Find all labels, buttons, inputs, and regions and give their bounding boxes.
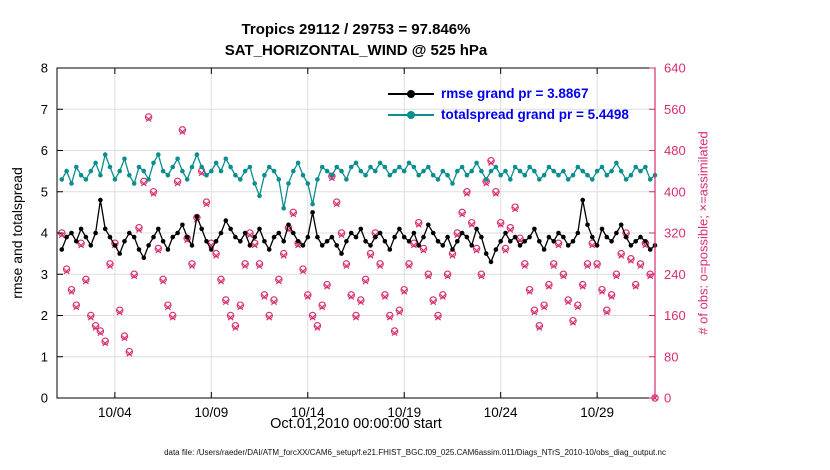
totalspread-markers bbox=[59, 152, 658, 211]
left-y-tick-label: 4 bbox=[41, 226, 48, 241]
x-tick-label: 10/04 bbox=[98, 405, 132, 420]
left-y-tick-label: 1 bbox=[41, 349, 48, 364]
chart-title-line2: SAT_HORIZONTAL_WIND @ 525 hPa bbox=[224, 42, 488, 59]
right-y-tick-label: 400 bbox=[664, 184, 686, 199]
x-tick-label: 10/24 bbox=[484, 405, 518, 420]
obs-count-markers bbox=[58, 113, 659, 402]
legend-label-rmse: rmse grand pr = 3.8867 bbox=[441, 86, 589, 101]
right-y-tick-label: 320 bbox=[664, 226, 686, 241]
x-axis-label: Oct.01,2010 00:00:00 start bbox=[270, 416, 442, 432]
x-tick-label: 10/09 bbox=[194, 405, 228, 420]
right-y-tick-label: 640 bbox=[664, 61, 686, 76]
rmse-line-sample bbox=[388, 87, 434, 101]
right-y-tick-label: 80 bbox=[664, 349, 678, 364]
left-y-tick-label: 2 bbox=[41, 308, 48, 323]
x-tick-label: 10/14 bbox=[291, 405, 325, 420]
rmse-line bbox=[61, 199, 656, 264]
chart-title-line1: Tropics 29112 / 29753 = 97.846% bbox=[241, 21, 471, 38]
legend-entry-totalspread: totalspread grand pr = 5.4498 bbox=[388, 104, 629, 125]
right-y-tick-label: 160 bbox=[664, 308, 686, 323]
totalspread-line bbox=[61, 152, 656, 209]
left-y-tick-label: 5 bbox=[41, 184, 48, 199]
left-y-axis-label: rmse and totalspread bbox=[9, 167, 25, 299]
left-y-tick-label: 8 bbox=[41, 61, 48, 76]
rmse-markers bbox=[59, 197, 658, 265]
right-y-axis-label: # of obs: o=possible; ×=assimilated bbox=[695, 131, 711, 335]
x-tick-label: 10/29 bbox=[580, 405, 614, 420]
left-y-tick-label: 3 bbox=[41, 267, 48, 282]
right-y-tick-label: 560 bbox=[664, 102, 686, 117]
left-y-tick-label: 7 bbox=[41, 102, 48, 117]
left-y-tick-label: 6 bbox=[41, 143, 48, 158]
legend: rmse grand pr = 3.8867 totalspread grand… bbox=[388, 83, 629, 125]
legend-label-totalspread: totalspread grand pr = 5.4498 bbox=[441, 107, 629, 122]
x-tick-label: 10/19 bbox=[387, 405, 421, 420]
left-y-tick-label: 0 bbox=[41, 391, 48, 406]
gridlines bbox=[57, 67, 655, 399]
right-y-tick-label: 480 bbox=[664, 143, 686, 158]
legend-entry-rmse: rmse grand pr = 3.8867 bbox=[388, 83, 629, 104]
totalspread-line-sample bbox=[388, 108, 434, 122]
right-y-tick-label: 240 bbox=[664, 267, 686, 282]
data-file-caption: data file: /Users/raeder/DAI/ATM_forcXX/… bbox=[164, 448, 666, 457]
right-y-tick-label: 0 bbox=[664, 391, 671, 406]
